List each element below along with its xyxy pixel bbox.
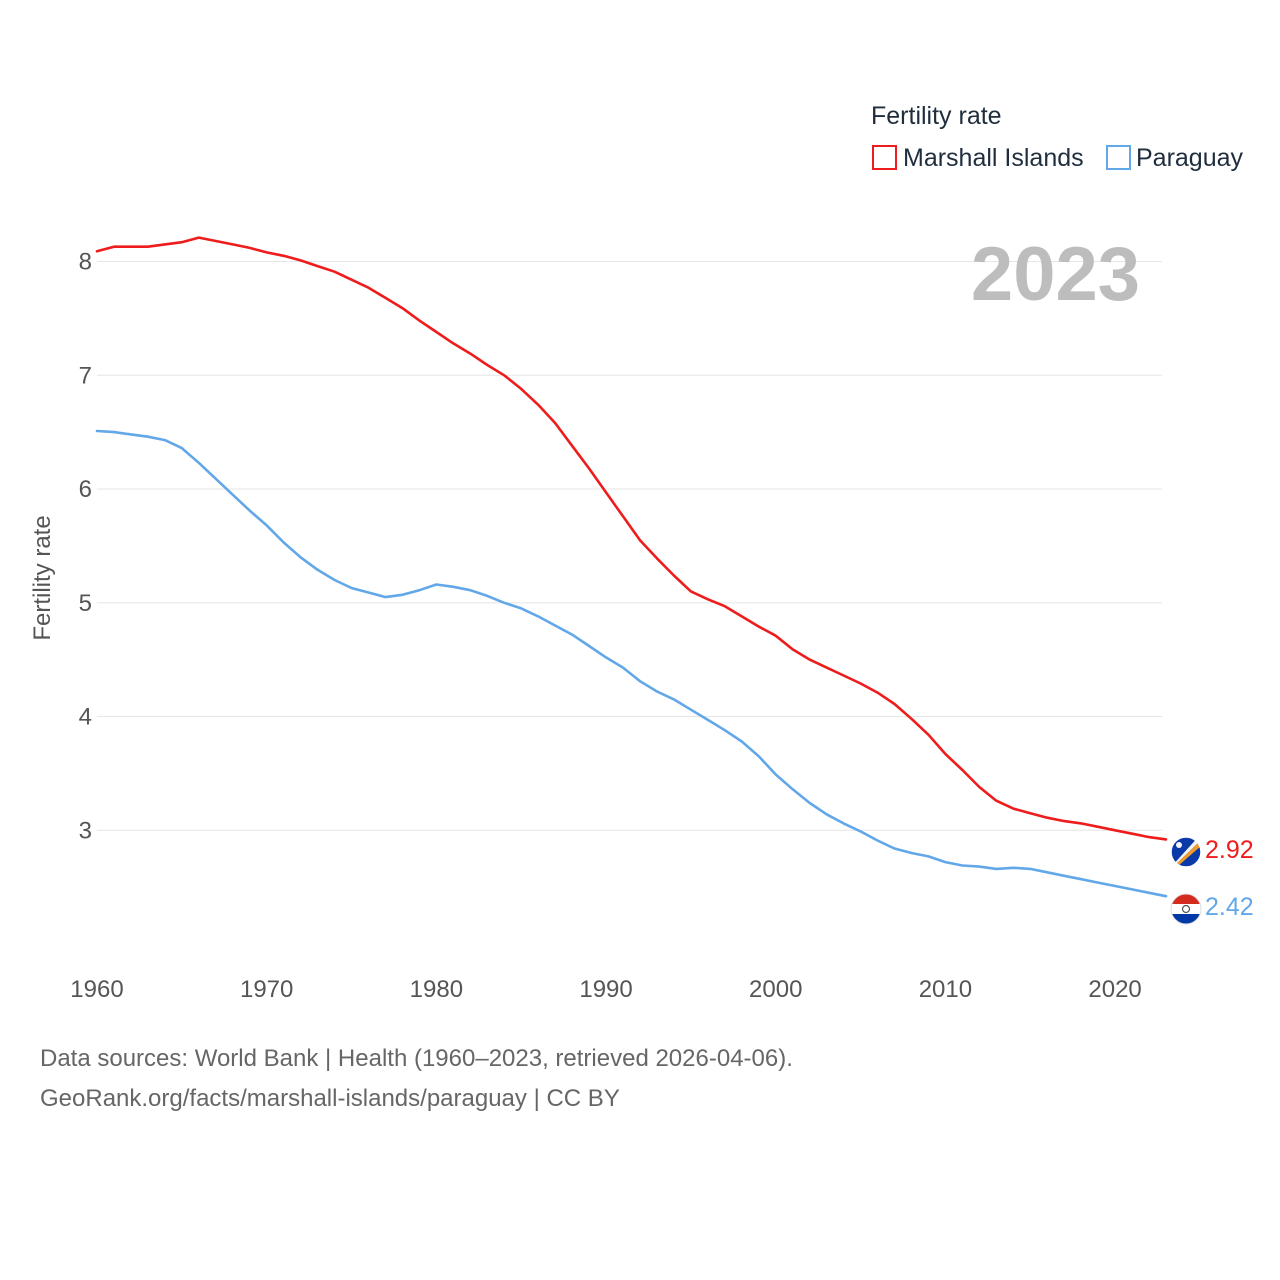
y-axis-title: Fertility rate: [29, 515, 56, 640]
x-tick-label: 1990: [579, 976, 632, 1003]
source-url[interactable]: GeoRank.org/facts/marshall-islands/parag…: [40, 1085, 620, 1112]
legend-label-paraguay: Paraguay: [1136, 144, 1244, 172]
marshall-islands-flag-icon: [1171, 837, 1201, 867]
legend: Fertility rate Marshall Islands Paraguay: [871, 102, 1244, 172]
x-tick-label: 2010: [919, 976, 972, 1003]
y-tick-label: 5: [79, 590, 92, 617]
y-tick-label: 4: [79, 704, 92, 731]
marshall-islands-flag-ring: [1170, 836, 1202, 868]
legend-item-paraguay[interactable]: Paraguay: [1106, 144, 1244, 172]
x-axis-ticks: 1960 1970 1980 1990 2000 2010 2020: [70, 976, 1141, 1003]
paraguay-flag-ring: [1170, 893, 1202, 925]
paraguay-flag-icon: [1171, 894, 1201, 924]
legend-swatch-paraguay: [1106, 145, 1131, 170]
x-tick-label: 1960: [70, 976, 123, 1003]
series-lines: [95, 236, 1168, 898]
y-tick-label: 6: [79, 476, 92, 503]
x-tick-label: 2000: [749, 976, 802, 1003]
data-source-note: Data sources: World Bank | Health (1960–…: [40, 1045, 793, 1072]
y-tick-label: 7: [79, 362, 92, 389]
x-tick-label: 1980: [410, 976, 463, 1003]
legend-item-marshall-islands[interactable]: Marshall Islands: [872, 144, 1084, 172]
y-axis-ticks: 3 4 5 6 7 8: [79, 249, 92, 845]
x-tick-label: 1970: [240, 976, 293, 1003]
x-tick-label: 2020: [1088, 976, 1141, 1003]
y-tick-label: 8: [79, 249, 92, 276]
series-line-paraguay[interactable]: [95, 429, 1168, 898]
gridlines: [97, 261, 1162, 831]
end-value-label-paraguay: 2.42: [1205, 893, 1254, 921]
y-tick-label: 3: [79, 817, 92, 844]
legend-label-marshall-islands: Marshall Islands: [903, 144, 1084, 172]
year-label: 2023: [971, 232, 1140, 317]
legend-title: Fertility rate: [871, 102, 1002, 130]
end-value-label-marshall-islands: 2.92: [1205, 836, 1254, 864]
legend-swatch-marshall-islands: [872, 145, 897, 170]
series-line-marshall-islands[interactable]: [95, 236, 1168, 841]
